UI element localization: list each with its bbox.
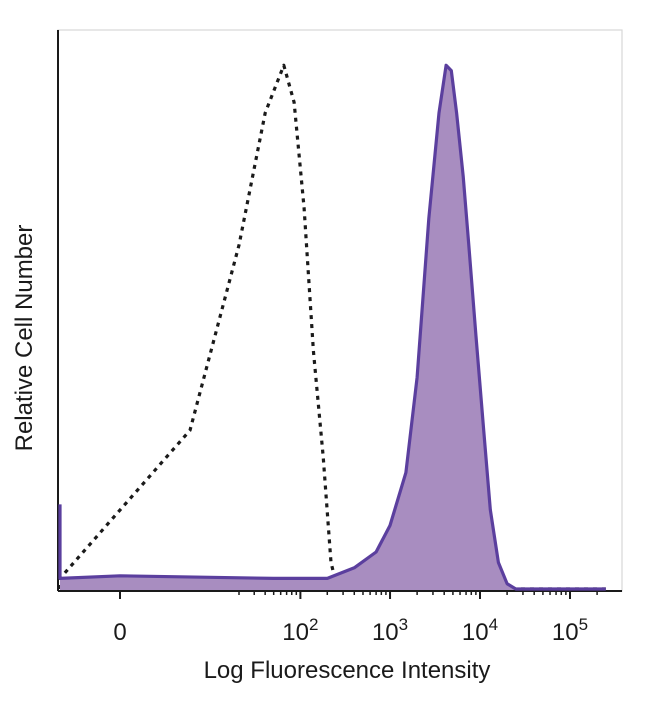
x-ticks: 0 102 103 104 105 bbox=[113, 591, 598, 646]
series-1-line bbox=[58, 63, 606, 591]
x-tick-label: 104 bbox=[462, 615, 498, 646]
x-tick-label: 0 bbox=[113, 619, 126, 646]
data-marks bbox=[58, 63, 606, 591]
x-tick-label: 102 bbox=[282, 615, 318, 646]
x-axis-title: Log Fluorescence Intensity bbox=[204, 657, 491, 684]
y-axis-title: Relative Cell Number bbox=[11, 225, 38, 452]
series-1-area bbox=[60, 65, 606, 591]
x-tick-label: 105 bbox=[552, 615, 588, 646]
x-tick-label: 103 bbox=[372, 615, 408, 646]
plot-frame bbox=[57, 29, 623, 592]
